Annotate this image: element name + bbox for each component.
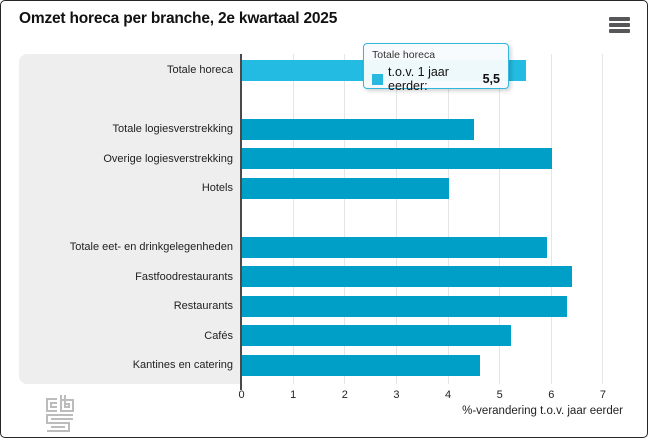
category-label: Kantines en catering	[132, 359, 233, 371]
chart-panel	[19, 54, 631, 432]
tooltip-series-label: t.o.v. 1 jaar eerder:	[388, 65, 449, 93]
category-label: Hotels	[201, 182, 233, 194]
tooltip-category: Totale horeca	[372, 49, 436, 61]
x-tick-label: 6	[548, 389, 555, 401]
y-axis-line	[239, 54, 242, 390]
cbs-logo-icon	[46, 395, 74, 432]
hamburger-icon	[608, 17, 630, 21]
x-tick-label: 0	[238, 389, 245, 401]
gridline	[550, 54, 552, 384]
x-tick-label: 1	[290, 389, 297, 401]
category-label: Totale eet- en drinkgelegenheden	[69, 241, 233, 253]
tooltip: Totale horeca t.o.v. 1 jaar eerder: 5,5	[363, 43, 509, 93]
x-tick-label: 5	[496, 389, 503, 401]
menu-button[interactable]	[607, 15, 631, 37]
legend-swatch-icon	[372, 73, 383, 85]
x-tick-label: 4	[444, 389, 452, 401]
bar-overige-logiesverstrekking[interactable]	[242, 148, 552, 169]
hamburger-icon	[608, 23, 630, 27]
chart-title: Omzet horeca per branche, 2e kwartaal 20…	[19, 10, 338, 27]
bar-restaurants[interactable]	[242, 295, 568, 317]
bar-caf-s[interactable]	[242, 325, 511, 346]
gridline	[447, 54, 449, 384]
bar-totale-logiesverstrekking[interactable]	[242, 118, 475, 140]
category-label: Totale logiesverstrekking	[112, 123, 233, 135]
x-tick-label: 3	[393, 389, 400, 401]
plot-area	[241, 54, 631, 384]
gridline	[602, 54, 604, 384]
gridline	[344, 54, 346, 384]
bar-kantines-en-catering[interactable]	[242, 354, 480, 376]
tooltip-series-row: t.o.v. 1 jaar eerder: 5,5	[372, 65, 500, 93]
bar-totale-eet-en-drinkgelegenheden[interactable]	[242, 236, 547, 258]
gridline	[499, 54, 501, 384]
gridline	[292, 54, 294, 384]
bar-fastfoodrestaurants[interactable]	[242, 266, 573, 287]
x-tick-label: 2	[341, 389, 348, 401]
category-label: Overige logiesverstrekking	[103, 152, 233, 165]
category-label: Cafés	[204, 329, 233, 342]
gridline	[395, 54, 397, 384]
tooltip-value: 5,5	[482, 72, 500, 86]
category-label: Totale horeca	[166, 64, 233, 76]
x-tick-label: 7	[599, 389, 607, 401]
category-label: Restaurants	[173, 300, 233, 312]
x-axis-title: %-verandering t.o.v. jaar eerder	[462, 405, 623, 417]
category-label: Fastfoodrestaurants	[135, 270, 233, 283]
bar-hotels[interactable]	[242, 177, 449, 199]
hamburger-icon	[608, 29, 630, 33]
